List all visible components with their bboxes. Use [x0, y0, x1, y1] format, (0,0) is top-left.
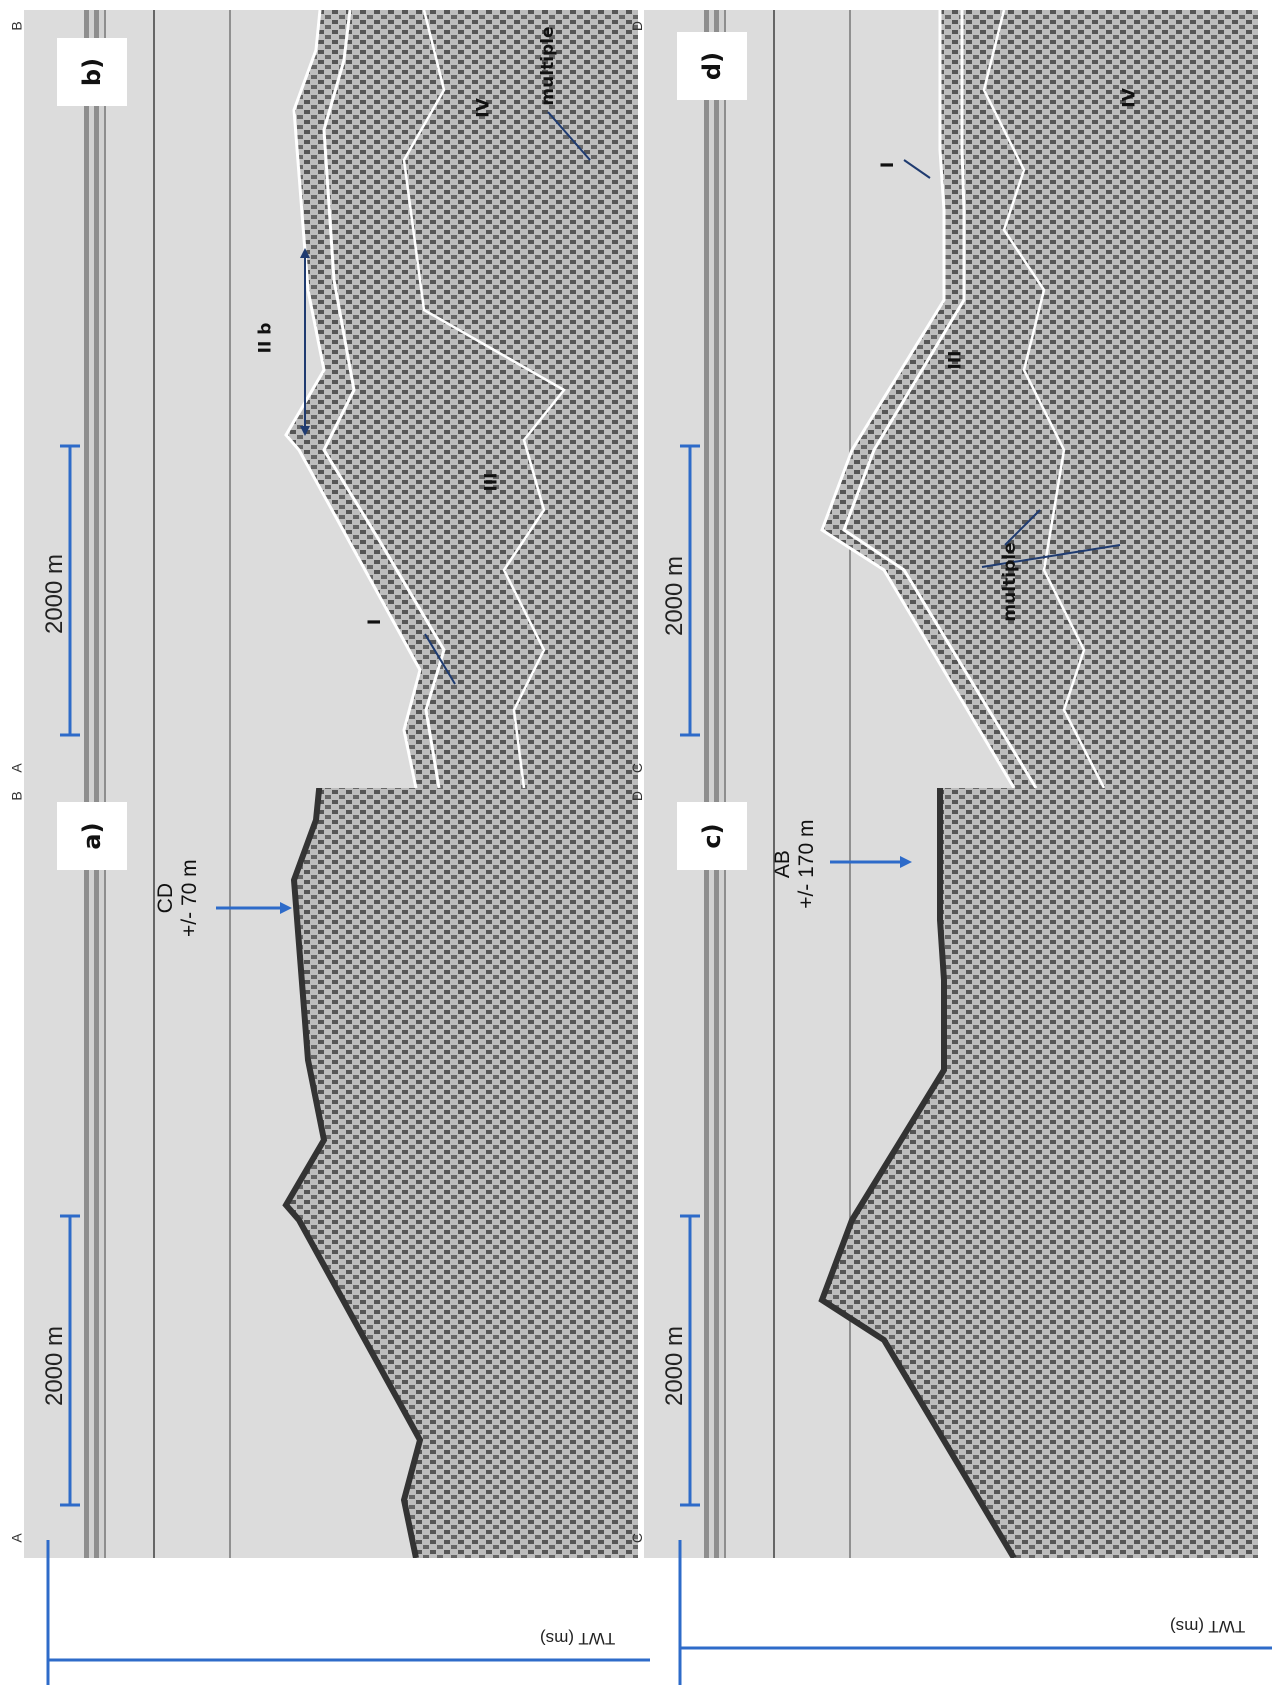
cross-line-label-a: CD +/- 70 m: [154, 858, 202, 938]
scale-bar-a: [60, 902, 292, 1507]
scale-bar-label-b: 2000 m: [41, 553, 68, 635]
cross-line-offset-a: +/- 70 m: [178, 859, 201, 937]
panel-label-box-b: b): [57, 38, 127, 106]
twt-axis-label-left: TWT (ms): [540, 1629, 616, 1648]
panel-label-a: a): [78, 822, 106, 850]
panel-d: C D 2000 m d) I III IV multiple: [620, 0, 1260, 788]
seismic-profile-c: [644, 780, 1258, 1558]
panel-label-c: c): [698, 823, 726, 849]
seismic-image-a: [24, 780, 638, 1558]
twt-axis-label-right: TWT (ms): [1170, 1617, 1246, 1636]
unit-label-b-III: III: [481, 472, 502, 492]
cross-line-name-a: CD: [153, 882, 177, 914]
scale-bar-c: [680, 856, 912, 1507]
unit-label-d-I: I: [878, 161, 899, 169]
panel-label-box-d: d): [677, 32, 747, 100]
scale-bar-d: [680, 159, 1121, 737]
seismic-profile-a: [24, 780, 638, 1558]
seismic-image-c: [644, 780, 1258, 1558]
scale-bar-b: [60, 111, 591, 737]
unit-label-d-III: III: [945, 350, 966, 370]
panel-label-d: d): [698, 51, 726, 81]
unit-label-d-IV: IV: [1119, 88, 1140, 108]
scale-bar-label-d: 2000 m: [661, 555, 688, 637]
unit-label-b-I: I: [365, 618, 386, 626]
panel-label-box-a: a): [57, 802, 127, 870]
unit-label-b-IV: IV: [473, 98, 494, 118]
panel-label-b: b): [78, 57, 106, 87]
panel-c: C D 2000 m c) AB +/- 170 m: [620, 770, 1260, 1558]
seismic-image-b: [24, 10, 638, 788]
seismic-image-d: [644, 10, 1258, 788]
scale-bar-label-a: 2000 m: [41, 1325, 68, 1407]
seismic-profile-b: [24, 10, 638, 788]
scale-bar-label-c: 2000 m: [661, 1325, 688, 1407]
multiple-label-d: multiple: [1000, 542, 1020, 622]
panel-a: A B 2000 m a) CD +/- 70 m: [0, 770, 640, 1558]
cross-line-name-c: AB: [770, 850, 794, 879]
cross-line-label-c: AB +/- 170 m: [771, 819, 819, 909]
unit-label-b-IIb: II b: [255, 322, 276, 354]
seismic-profile-d: [644, 10, 1258, 788]
cross-line-offset-c: +/- 170 m: [795, 819, 818, 909]
panel-label-box-c: c): [677, 802, 747, 870]
multiple-label-b: multiple: [538, 26, 558, 106]
panel-b: A B 2000 m b) I II b III IV multiple: [0, 0, 640, 788]
